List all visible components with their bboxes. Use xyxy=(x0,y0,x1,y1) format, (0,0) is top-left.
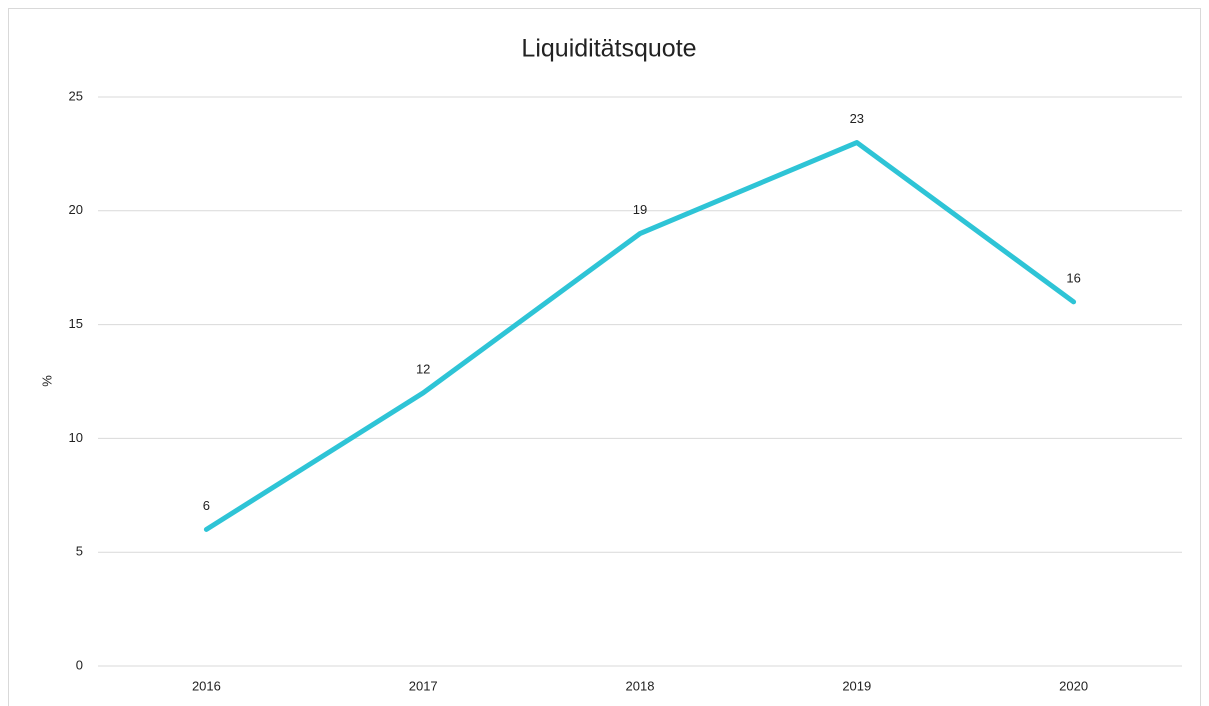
data-line xyxy=(203,140,1077,532)
y-tick-label: 15 xyxy=(69,316,83,331)
data-label: 6 xyxy=(203,498,210,513)
data-label: 12 xyxy=(416,361,430,376)
y-tick-label: 5 xyxy=(76,544,83,559)
y-axis-label: % xyxy=(39,375,54,387)
x-tick-label: 2018 xyxy=(626,678,655,693)
x-tick-label: 2020 xyxy=(1059,678,1088,693)
y-tick-label: 0 xyxy=(76,657,83,672)
x-tick-label: 2017 xyxy=(409,678,438,693)
data-label: 16 xyxy=(1066,270,1080,285)
y-tick-label: 10 xyxy=(69,430,83,445)
data-label: 19 xyxy=(633,202,647,217)
chart-title: Liquiditätsquote xyxy=(521,35,696,63)
chart-frame xyxy=(8,8,1201,706)
x-tick-label: 2016 xyxy=(192,678,221,693)
x-tick-label: 2019 xyxy=(842,678,871,693)
y-tick-label: 25 xyxy=(69,88,83,103)
y-tick-label: 20 xyxy=(69,202,83,217)
data-label: 23 xyxy=(850,111,864,126)
